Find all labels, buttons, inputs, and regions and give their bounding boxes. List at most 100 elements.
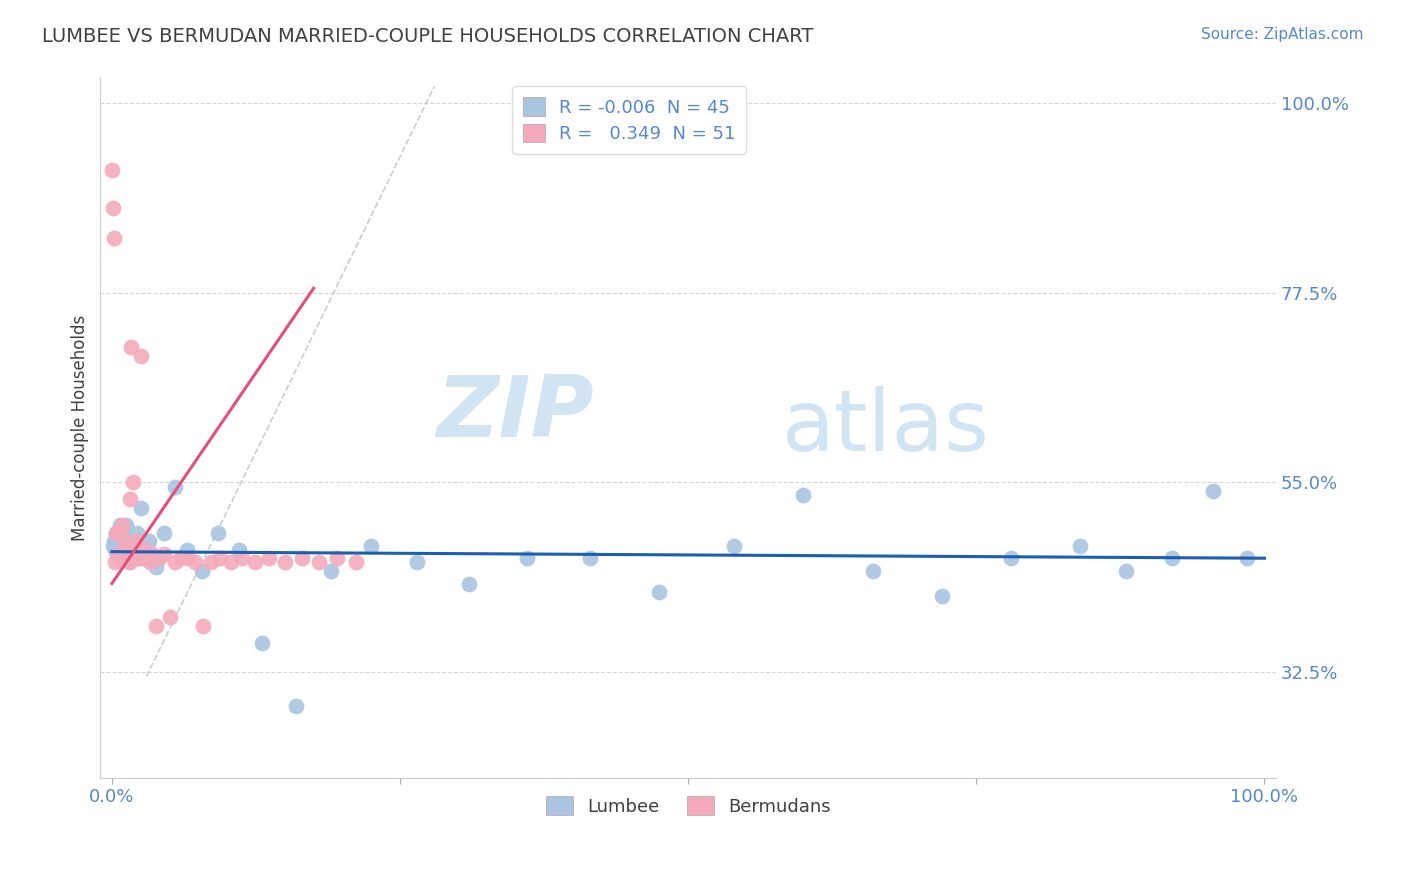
Point — [112, 551, 135, 566]
Point — [291, 551, 314, 566]
Point — [132, 551, 155, 566]
Point — [122, 551, 145, 566]
Point — [257, 551, 280, 566]
Point — [108, 525, 131, 540]
Point — [114, 547, 136, 561]
Point — [124, 551, 146, 566]
Point — [120, 556, 142, 570]
Point — [200, 556, 222, 570]
Point — [112, 525, 135, 540]
Y-axis label: Married-couple Households: Married-couple Households — [72, 314, 89, 541]
Point — [136, 547, 159, 561]
Point — [165, 556, 187, 570]
Point — [120, 492, 142, 507]
Point — [579, 551, 602, 566]
Point — [243, 556, 266, 570]
Point — [516, 551, 538, 566]
Point — [105, 525, 128, 540]
Point — [107, 534, 129, 549]
Point — [148, 551, 170, 566]
Point — [274, 556, 297, 570]
Point — [117, 547, 139, 561]
Point — [101, 201, 124, 215]
Point — [207, 525, 229, 540]
Point — [792, 488, 814, 502]
Point — [103, 534, 125, 549]
Point — [114, 534, 136, 549]
Point — [103, 230, 125, 244]
Point — [406, 556, 429, 570]
Point — [176, 542, 198, 557]
Point — [152, 525, 174, 540]
Point — [1069, 539, 1091, 553]
Point — [127, 547, 149, 561]
Point — [152, 547, 174, 561]
Point — [1201, 483, 1223, 498]
Point — [184, 556, 207, 570]
Point — [862, 564, 884, 578]
Point — [308, 556, 330, 570]
Point — [101, 539, 124, 553]
Point — [115, 542, 138, 557]
Point — [325, 551, 347, 566]
Point — [104, 556, 127, 570]
Point — [159, 610, 181, 624]
Point — [110, 539, 132, 553]
Point — [128, 551, 150, 566]
Point — [111, 551, 134, 566]
Point — [121, 534, 143, 549]
Point — [285, 698, 308, 713]
Point — [231, 551, 253, 566]
Point — [134, 542, 156, 557]
Point — [129, 349, 152, 363]
Point — [209, 551, 232, 566]
Point — [121, 340, 143, 354]
Point — [121, 475, 143, 490]
Text: atlas: atlas — [782, 386, 990, 469]
Point — [191, 618, 214, 632]
Point — [228, 542, 250, 557]
Point — [129, 500, 152, 515]
Point — [124, 547, 146, 561]
Point — [107, 551, 129, 566]
Point — [191, 564, 214, 578]
Text: LUMBEE VS BERMUDAN MARRIED-COUPLE HOUSEHOLDS CORRELATION CHART: LUMBEE VS BERMUDAN MARRIED-COUPLE HOUSEH… — [42, 27, 814, 45]
Point — [141, 547, 163, 561]
Point — [134, 551, 156, 566]
Point — [170, 551, 193, 566]
Point — [931, 589, 953, 603]
Point — [319, 564, 342, 578]
Point — [114, 517, 136, 532]
Point — [105, 525, 128, 540]
Point — [458, 576, 481, 591]
Text: Source: ZipAtlas.com: Source: ZipAtlas.com — [1201, 27, 1364, 42]
Point — [127, 525, 149, 540]
Point — [250, 635, 273, 649]
Point — [107, 547, 129, 561]
Point — [110, 547, 132, 561]
Point — [117, 539, 139, 553]
Point — [101, 163, 124, 178]
Point — [219, 556, 242, 570]
Point — [104, 542, 127, 557]
Point — [108, 517, 131, 532]
Point — [360, 539, 382, 553]
Point — [177, 551, 200, 566]
Point — [138, 534, 160, 549]
Point — [344, 556, 367, 570]
Point — [111, 517, 134, 532]
Point — [139, 556, 162, 570]
Text: ZIP: ZIP — [436, 372, 595, 455]
Point — [145, 618, 167, 632]
Point — [125, 534, 148, 549]
Point — [648, 585, 671, 599]
Point — [1236, 551, 1258, 566]
Point — [1115, 564, 1137, 578]
Point — [107, 547, 129, 561]
Point — [1161, 551, 1184, 566]
Point — [165, 479, 187, 493]
Point — [723, 539, 745, 553]
Legend: Lumbee, Bermudans: Lumbee, Bermudans — [537, 787, 839, 824]
Point — [127, 551, 149, 566]
Point — [145, 559, 167, 574]
